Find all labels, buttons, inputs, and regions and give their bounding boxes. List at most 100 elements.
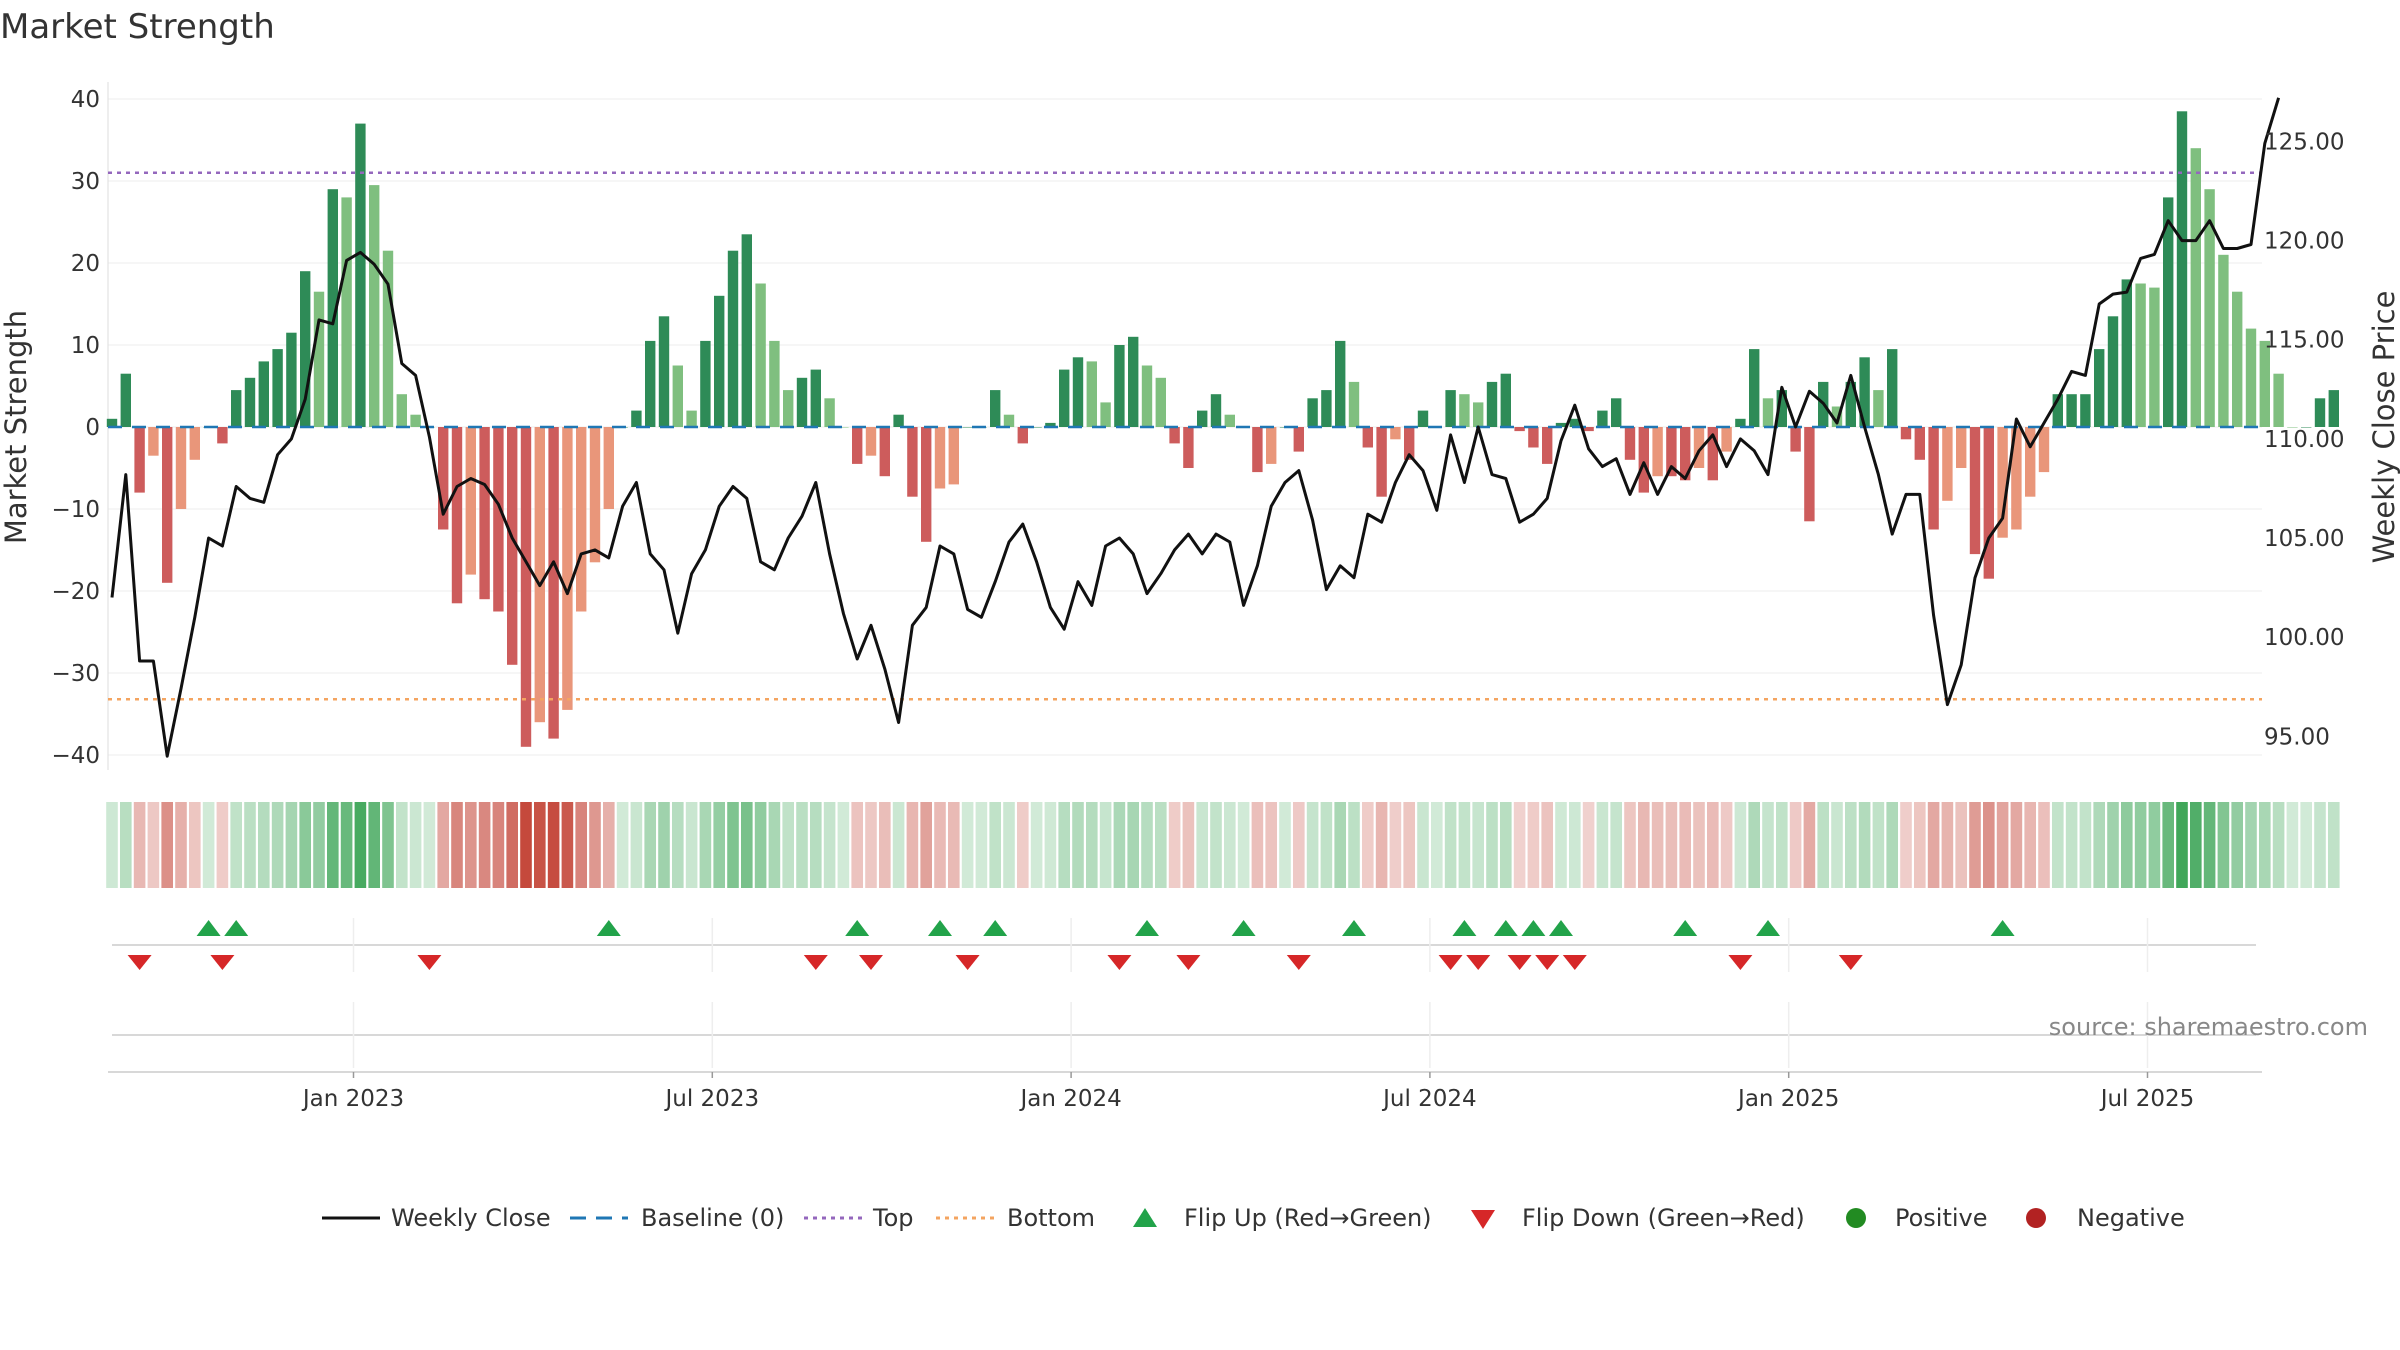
flip-up-marker <box>1493 920 1518 936</box>
left-tick-label: −30 <box>51 661 100 687</box>
strength-bar <box>1804 427 1815 522</box>
strength-bar <box>2301 427 2312 428</box>
strength-bar <box>1266 427 1277 464</box>
strength-bar <box>2094 349 2105 427</box>
heat-cell <box>1306 802 1319 888</box>
heat-cell <box>2024 802 2036 888</box>
heat-cell <box>520 802 532 888</box>
strength-bar <box>162 427 173 583</box>
strength-bar <box>1293 427 1304 452</box>
heat-cell <box>161 802 173 888</box>
flip-up-marker <box>1452 920 1477 936</box>
heat-cell <box>1817 802 1829 888</box>
heat-cell <box>2107 802 2119 888</box>
left-axis-ticks: 40 30 20 10 0 −10 −20 −30 −40 <box>51 87 100 769</box>
strength-bar <box>824 398 835 427</box>
legend-flip-down-icon <box>1471 1210 1495 1229</box>
heat-cell <box>782 802 794 888</box>
right-axis-label: Weekly Close Price <box>2367 291 2400 564</box>
strength-bar <box>1845 381 1856 427</box>
strength-bar <box>2135 283 2146 427</box>
strength-bar <box>1721 427 1732 452</box>
strength-bar <box>479 427 490 600</box>
strength-bar <box>327 189 338 427</box>
heat-cell <box>1789 802 1802 888</box>
flip-down-marker <box>1535 955 1560 970</box>
heat-cell <box>1638 802 1650 888</box>
strength-bar <box>175 427 187 509</box>
heat-cell <box>1693 802 1705 888</box>
flip-up-marker <box>1231 920 1256 936</box>
strength-bar <box>686 410 697 427</box>
weekly-close-line <box>110 97 2281 758</box>
flip-up-marker <box>224 920 249 936</box>
heat-cell <box>1127 802 1139 888</box>
strength-bar <box>2011 427 2022 530</box>
strength-bar <box>658 316 670 427</box>
strength-bar <box>1486 381 1498 427</box>
heat-cell <box>1527 802 1540 888</box>
strength-bar <box>1003 414 1015 427</box>
heat-cell <box>1720 802 1733 888</box>
strength-bar <box>1528 427 1539 448</box>
legend-baseline-label: Baseline (0) <box>641 1204 784 1232</box>
strength-bar <box>796 377 808 427</box>
strength-bar <box>451 427 463 604</box>
heat-cell <box>948 802 960 888</box>
heat-cell <box>1665 802 1678 888</box>
heat-cell <box>2079 802 2092 888</box>
strength-bar <box>272 349 283 427</box>
strength-bar <box>520 427 532 747</box>
strength-bar <box>2273 373 2284 427</box>
strength-bar <box>934 427 946 489</box>
heat-cell <box>961 802 974 888</box>
strength-bar <box>410 414 421 427</box>
strength-bar <box>1362 427 1373 448</box>
left-axis-label: Market Strength <box>0 310 33 544</box>
left-tick-label: 40 <box>71 87 100 113</box>
heat-cell <box>2286 802 2299 888</box>
strength-bar <box>1390 427 1401 440</box>
flip-markers-panel <box>112 920 2256 970</box>
strength-bar <box>1942 427 1953 501</box>
heat-cell <box>2065 802 2078 888</box>
heat-cell <box>1099 802 1112 888</box>
heat-cell <box>2190 802 2202 888</box>
strength-bar <box>1128 336 1139 427</box>
right-tick-label: 110.00 <box>2264 427 2344 453</box>
flip-up-marker <box>1990 920 2015 936</box>
heat-cell <box>1320 802 1333 888</box>
heat-cell <box>1293 802 1305 888</box>
heat-cell <box>230 802 242 888</box>
heat-cell <box>1279 802 1291 888</box>
strength-bar <box>1638 427 1649 493</box>
right-tick-label: 115.00 <box>2264 328 2344 354</box>
flip-down-marker <box>417 955 442 970</box>
strength-bar <box>1997 427 2008 538</box>
flip-up-marker <box>845 920 870 936</box>
strength-bar <box>1831 406 1843 427</box>
heat-cell <box>906 802 919 888</box>
legend-positive-label: Positive <box>1895 1204 1988 1232</box>
strength-bar <box>2287 427 2298 428</box>
strength-bar <box>672 365 683 427</box>
heat-cell <box>534 802 546 888</box>
strength-bar <box>313 291 325 427</box>
heat-cell <box>561 802 574 888</box>
strength-bar <box>1155 377 1166 427</box>
strength-bars <box>106 111 2339 747</box>
left-tick-label: −10 <box>51 497 100 523</box>
heat-cell <box>2314 802 2326 888</box>
strength-bar <box>2066 394 2077 427</box>
heat-cell <box>1500 802 1512 888</box>
legend-positive-icon <box>1846 1208 1866 1228</box>
heat-cell <box>616 802 629 888</box>
strength-bar <box>907 427 918 497</box>
heat-cell <box>340 802 353 888</box>
strength-bar <box>2121 279 2132 427</box>
heat-cell <box>1472 802 1484 888</box>
heat-cell <box>920 802 932 888</box>
heat-cell <box>1748 802 1760 888</box>
strength-bar <box>2176 111 2188 428</box>
strength-bar <box>1210 394 1222 427</box>
